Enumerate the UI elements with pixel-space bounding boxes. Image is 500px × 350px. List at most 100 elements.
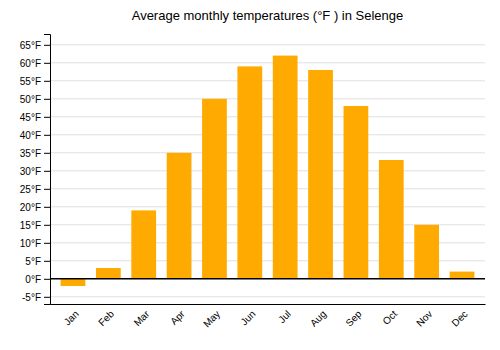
bar	[96, 268, 121, 279]
grid-line	[50, 98, 485, 99]
y-tick: 45°F	[20, 112, 50, 123]
grid-line	[50, 116, 485, 117]
x-tick-label: Sep	[343, 308, 364, 329]
x-tick: Nov	[414, 308, 434, 328]
y-tick: 25°F	[20, 184, 50, 195]
y-tick: 20°F	[20, 202, 50, 213]
bar	[131, 210, 156, 278]
y-axis: -5°F 0°F 5°F 10°F 15°F 20°F 25°F 30°F 35°F 40°F 45…	[20, 35, 51, 305]
grid-line	[50, 134, 485, 135]
x-tick-label: May	[201, 308, 222, 329]
grid-line	[50, 62, 485, 63]
y-tick: 40°F	[20, 130, 50, 141]
y-tick-label: 35°F	[20, 148, 41, 159]
y-tick-label: 20°F	[20, 202, 41, 213]
y-tick: 15°F	[20, 220, 50, 231]
y-tick-mark	[44, 279, 50, 280]
grid-line	[50, 188, 485, 189]
zero-line	[50, 278, 485, 280]
bar	[414, 225, 439, 279]
bar	[344, 106, 369, 279]
grid-line	[50, 170, 485, 171]
bars	[50, 56, 485, 286]
x-tick-label: Aug	[308, 308, 328, 328]
x-tick: Apr	[168, 308, 187, 327]
y-tick: 30°F	[20, 166, 50, 177]
x-tick: Jun	[238, 308, 257, 327]
x-tick-label: Jan	[62, 308, 81, 327]
x-tick: Jul	[276, 308, 293, 325]
y-tick-label: 0°F	[25, 274, 41, 285]
y-tick-mark	[44, 297, 50, 298]
y-tick-label: 10°F	[20, 238, 41, 249]
y-tick-label: 25°F	[20, 184, 41, 195]
y-tick: 35°F	[20, 148, 50, 159]
bar	[379, 160, 404, 279]
grid	[50, 45, 485, 297]
y-tick: 50°F	[20, 94, 50, 105]
y-tick-mark	[44, 63, 50, 64]
bar	[237, 66, 262, 278]
x-axis: Jan Feb Mar Apr May Jun Jul Aug Sep Oct Nov Dec	[51, 305, 486, 330]
x-tick: May	[201, 308, 222, 329]
bar	[167, 153, 192, 279]
y-tick: 60°F	[20, 58, 50, 69]
y-tick-mark	[44, 261, 50, 262]
x-tick-label: Nov	[414, 308, 434, 328]
y-tick: 0°F	[25, 274, 50, 285]
y-tick-mark	[44, 189, 50, 190]
x-tick: Mar	[132, 308, 152, 328]
grid-line	[50, 206, 485, 207]
y-tick-mark	[44, 117, 50, 118]
x-tick-label: Dec	[449, 308, 469, 328]
x-tick: Oct	[380, 308, 399, 327]
y-tick-mark	[44, 243, 50, 244]
y-tick-label: -5°F	[22, 292, 41, 303]
title: Average monthly temperatures (°F ) in Se…	[132, 8, 404, 23]
grid-line	[50, 296, 485, 297]
y-tick-label: 50°F	[20, 94, 41, 105]
bar	[308, 70, 333, 279]
y-tick-mark	[44, 207, 50, 208]
y-tick: -5°F	[22, 292, 50, 303]
y-tick-label: 5°F	[25, 256, 41, 267]
y-tick-label: 60°F	[20, 58, 41, 69]
x-tick-label: Apr	[168, 308, 187, 327]
x-tick-label: Feb	[96, 308, 116, 328]
y-tick-label: 65°F	[20, 40, 41, 51]
y-tick: 5°F	[25, 256, 50, 267]
chart: -5°F 0°F 5°F 10°F 15°F 20°F 25°F 30°F 35°F 40°F 45…	[0, 0, 500, 350]
grid-line	[50, 44, 485, 45]
x-tick: Feb	[96, 308, 116, 328]
y-tick-label: 45°F	[20, 112, 41, 123]
y-tick-mark	[44, 225, 50, 226]
y-tick-label: 15°F	[20, 220, 41, 231]
y-tick-label: 30°F	[20, 166, 41, 177]
y-tick-mark	[44, 135, 50, 136]
x-axis-line	[51, 304, 486, 305]
x-tick: Dec	[449, 308, 469, 328]
y-tick-mark	[44, 81, 50, 82]
x-tick-label: Mar	[132, 308, 152, 328]
plot: -5°F 0°F 5°F 10°F 15°F 20°F 25°F 30°F 35°F 40°F 45…	[20, 35, 486, 330]
y-tick-mark	[44, 171, 50, 172]
y-tick-mark	[44, 99, 50, 100]
grid-line	[50, 80, 485, 81]
bar	[450, 272, 475, 279]
x-tick-label: Jul	[276, 308, 293, 325]
y-tick-mark	[44, 45, 50, 46]
grid-line	[50, 278, 485, 279]
x-tick-label: Oct	[380, 308, 399, 327]
y-tick-label: 55°F	[20, 76, 41, 87]
x-tick: Jan	[62, 308, 81, 327]
x-tick-label: Jun	[238, 308, 257, 327]
bar	[273, 56, 298, 279]
y-tick: 65°F	[20, 40, 50, 51]
x-tick: Aug	[308, 308, 328, 328]
bar	[61, 279, 86, 286]
y-tick: 55°F	[20, 76, 50, 87]
bar	[202, 99, 227, 279]
x-tick: Sep	[343, 308, 364, 329]
y-tick: 10°F	[20, 238, 50, 249]
y-tick-mark	[44, 153, 50, 154]
